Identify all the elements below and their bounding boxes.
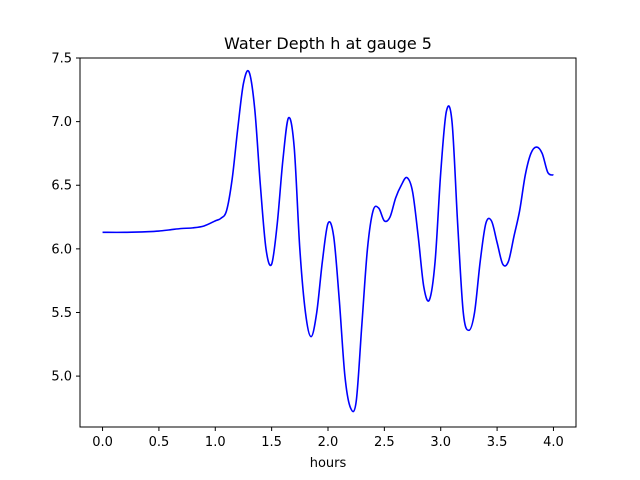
x-tick-label-6: 3.0 [430, 435, 451, 450]
x-tick-label-8: 4.0 [543, 435, 564, 450]
y-tick-label-4: 7.0 [51, 115, 72, 130]
y-tick-label-0: 5.0 [51, 370, 72, 385]
chart-title: Water Depth h at gauge 5 [224, 34, 432, 53]
x-tick-label-2: 1.0 [205, 435, 226, 450]
plot-layer: 0.0 0.5 1.0 1.5 2.0 2.5 3.0 3.5 4.0 5.0 5.5 6.0 6.5 7… [51, 52, 577, 450]
x-tick-label-4: 2.0 [318, 435, 339, 450]
series-line-0 [102, 69, 554, 413]
x-tick-label-1: 0.5 [149, 435, 170, 450]
x-tick-label-7: 3.5 [487, 435, 508, 450]
x-axis-label: hours [310, 456, 347, 471]
y-tick-label-5: 7.5 [51, 52, 72, 67]
plot-frame [79, 57, 577, 428]
y-tick-label-2: 6.0 [51, 242, 72, 257]
y-tick-label-3: 6.5 [51, 179, 72, 194]
x-tick-label-5: 2.5 [374, 435, 395, 450]
x-tick-label-3: 1.5 [261, 435, 282, 450]
y-tick-label-1: 5.5 [51, 306, 72, 321]
x-tick-label-0: 0.0 [92, 435, 113, 450]
